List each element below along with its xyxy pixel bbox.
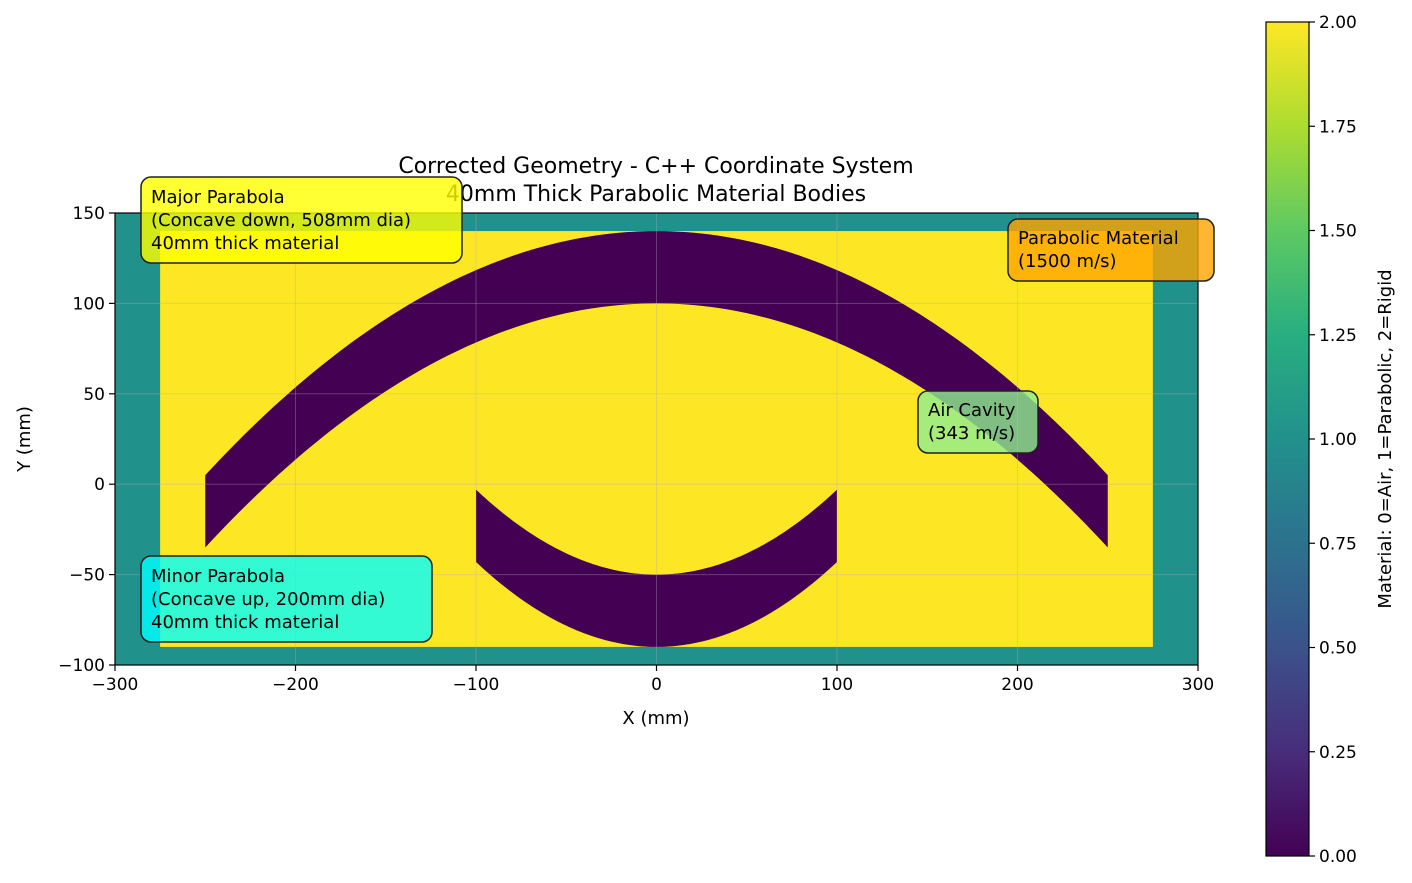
x-tick-label: −300 <box>92 675 139 695</box>
y-tick-label: 0 <box>94 475 105 495</box>
y-axis: −100 −50 0 50 100 150 <box>58 204 115 676</box>
y-tick-label: −100 <box>58 656 105 676</box>
annotation-major-parabola: Major Parabola (Concave down, 508mm dia)… <box>140 176 463 264</box>
colorbar-tick-label: 0.00 <box>1319 847 1357 867</box>
minor-parabola-band <box>476 489 837 647</box>
annotation-minor-line3: 40mm thick material <box>151 612 339 633</box>
annotation-air-line1: Air Cavity <box>928 400 1016 421</box>
x-tick-label: −100 <box>453 675 500 695</box>
x-tick-label: 200 <box>1001 675 1033 695</box>
annotation-major-line2: (Concave down, 508mm dia) <box>151 210 411 231</box>
colorbar-tick-label: 0.25 <box>1319 743 1357 763</box>
chart-title-line1: Corrected Geometry - C++ Coordinate Syst… <box>398 154 913 179</box>
annotation-minor-line2: (Concave up, 200mm dia) <box>151 589 385 610</box>
annotation-parabolic-line2: (1500 m/s) <box>1018 251 1117 272</box>
annotation-parabolic-line1: Parabolic Material <box>1018 228 1179 249</box>
annotation-minor-line1: Minor Parabola <box>151 566 285 587</box>
x-tick-label: 100 <box>821 675 853 695</box>
y-axis-label: Y (mm) <box>14 406 35 473</box>
colorbar-tick-label: 1.50 <box>1319 222 1357 242</box>
annotation-minor-parabola: Minor Parabola (Concave up, 200mm dia) 4… <box>140 555 433 643</box>
annotation-major-line3: 40mm thick material <box>151 233 339 254</box>
major-parabola-band <box>205 231 1108 548</box>
chart-title-line2: 40mm Thick Parabolic Material Bodies <box>446 182 866 207</box>
y-tick-label: −50 <box>69 566 105 586</box>
x-tick-label: 300 <box>1182 675 1214 695</box>
x-axis: −300 −200 −100 0 100 200 300 <box>92 665 1214 695</box>
y-tick-label: 50 <box>83 385 105 405</box>
colorbar-tick-label: 0.50 <box>1319 639 1357 659</box>
annotation-air-line2: (343 m/s) <box>928 423 1015 444</box>
colorbar-tick-label: 1.75 <box>1319 117 1357 137</box>
colorbar-tick-label: 1.25 <box>1319 326 1357 346</box>
colorbar-tick-label: 0.75 <box>1319 534 1357 554</box>
annotation-parabolic-material: Parabolic Material (1500 m/s) <box>1007 218 1215 282</box>
y-tick-label: 150 <box>73 204 105 224</box>
y-tick-label: 100 <box>73 294 105 314</box>
x-tick-label: 0 <box>651 675 662 695</box>
colorbar <box>1265 21 1310 857</box>
colorbar-tick-label: 1.00 <box>1319 430 1357 450</box>
x-tick-label: −200 <box>272 675 319 695</box>
colorbar-tick-label: 2.00 <box>1319 13 1357 33</box>
colorbar-label: Material: 0=Air, 1=Parabolic, 2=Rigid <box>1375 269 1396 608</box>
colorbar-ticks: 0.00 0.25 0.50 0.75 1.00 1.25 1.50 1.75 2.00 <box>1309 13 1357 867</box>
x-axis-label: X (mm) <box>622 708 689 729</box>
annotation-air-cavity: Air Cavity (343 m/s) <box>917 390 1039 454</box>
annotation-major-line1: Major Parabola <box>151 187 285 208</box>
